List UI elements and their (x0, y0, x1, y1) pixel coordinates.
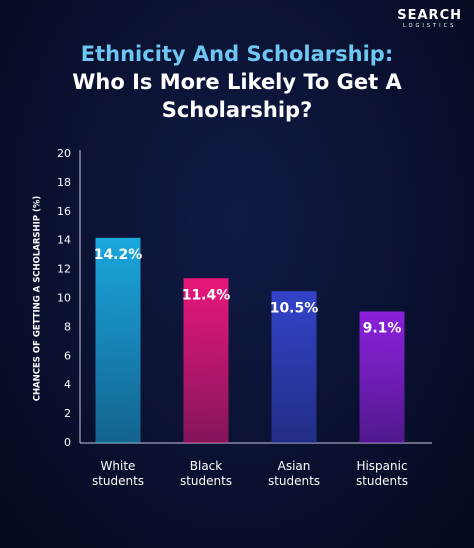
chart-title: Ethnicity And Scholarship: (80, 42, 394, 66)
y-tick-label: 14 (57, 234, 71, 247)
bar (183, 278, 229, 443)
value-label: 10.5% (270, 300, 319, 316)
y-tick-label: 8 (64, 320, 71, 333)
y-tick-label: 18 (57, 176, 71, 189)
y-tick-label: 16 (57, 205, 71, 218)
y-tick-label: 0 (64, 436, 71, 449)
y-tick-label: 4 (64, 378, 71, 391)
y-axis-label: CHANCES OF GETTING A SCHOLARSHIP (%) (33, 196, 43, 402)
y-tick-label: 20 (57, 147, 71, 160)
bar (271, 291, 317, 443)
value-label: 14.2% (94, 247, 143, 263)
bar (359, 311, 405, 443)
y-tick-label: 12 (57, 263, 71, 276)
logo-tagline: LOGISTICS (402, 23, 457, 29)
x-tick-label: White students (91, 459, 145, 488)
value-label: 11.4% (182, 287, 231, 303)
logo-name: SEARCH (397, 8, 462, 23)
chart-subtitle: Who Is More Likely To Get A Scholarship? (72, 70, 402, 122)
y-tick-label: 10 (57, 292, 71, 305)
bar (95, 237, 141, 443)
x-tick-label: Asian students (267, 459, 321, 488)
value-label: 9.1% (363, 321, 402, 337)
x-tick-label: Hispanic students (355, 459, 409, 488)
logo: SEARCH LOGISTICS (397, 8, 462, 29)
y-tick-label: 6 (64, 349, 71, 362)
y-tick-label: 2 (64, 407, 71, 420)
x-tick-label: Black students (179, 459, 233, 488)
